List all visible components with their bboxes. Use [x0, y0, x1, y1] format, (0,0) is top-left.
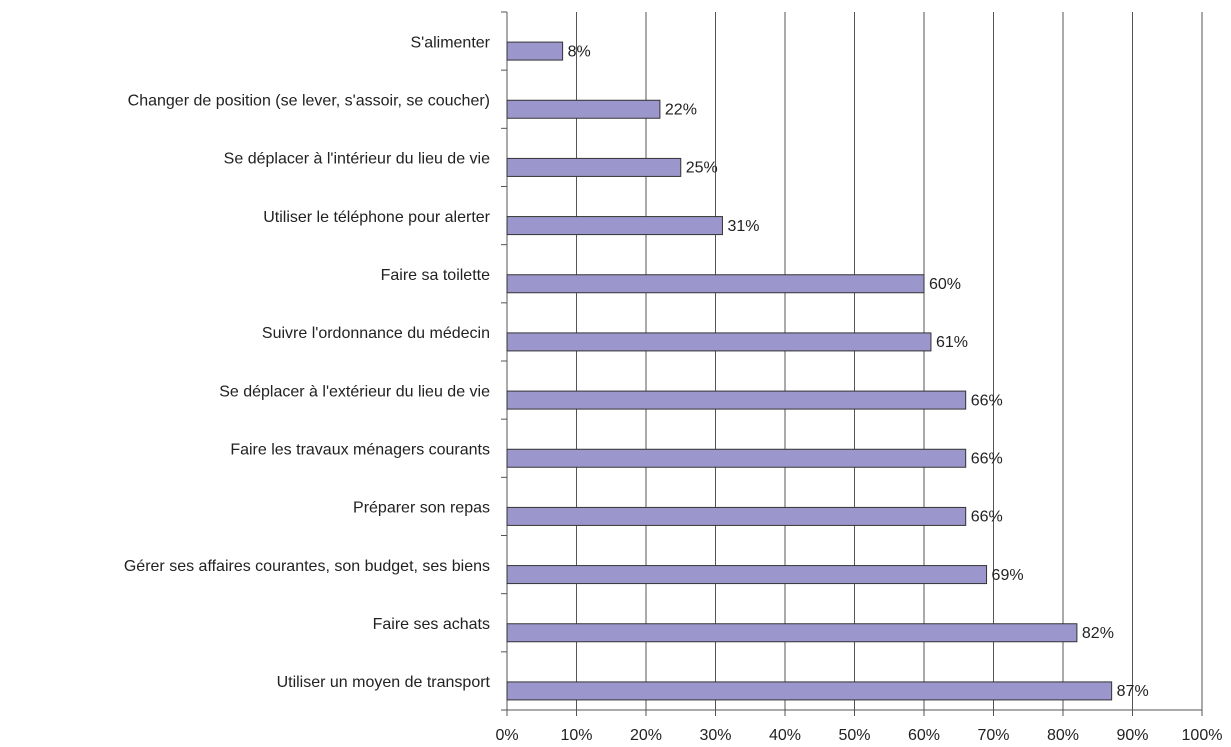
bar — [506, 216, 723, 236]
y-tick-label: Se déplacer à l'extérieur du lieu de vie — [219, 383, 490, 400]
bar — [506, 390, 967, 410]
value-label: 66% — [971, 450, 1003, 467]
y-tick-label: S'alimenter — [410, 34, 490, 51]
x-tick-label: 30% — [699, 727, 731, 744]
x-tick-label: 70% — [977, 727, 1009, 744]
bar — [506, 157, 682, 177]
x-tick-label: 90% — [1116, 727, 1148, 744]
y-tick-label: Changer de position (se lever, s'assoir,… — [128, 92, 490, 109]
y-tick-label: Utiliser le téléphone pour alerter — [263, 209, 490, 226]
bar — [506, 41, 564, 61]
y-tick-label: Faire ses achats — [373, 616, 490, 633]
y-tick-label: Suivre l'ordonnance du médecin — [262, 325, 490, 342]
value-label: 82% — [1082, 625, 1114, 642]
value-label: 31% — [727, 218, 759, 235]
bar — [506, 448, 967, 468]
x-tick-label: 10% — [560, 727, 592, 744]
bar — [506, 506, 967, 526]
value-label: 87% — [1117, 683, 1149, 700]
y-tick-label: Faire les travaux ménagers courants — [230, 441, 490, 458]
value-label: 66% — [971, 509, 1003, 526]
bar — [506, 99, 661, 119]
x-tick-label: 80% — [1047, 727, 1079, 744]
value-label: 8% — [568, 43, 591, 60]
x-tick-label: 50% — [838, 727, 870, 744]
bar — [506, 332, 932, 352]
bar — [506, 623, 1078, 643]
value-label: 61% — [936, 334, 968, 351]
value-label: 66% — [971, 392, 1003, 409]
x-tick-label: 40% — [769, 727, 801, 744]
y-tick-label: Préparer son repas — [353, 500, 490, 517]
x-tick-label: 100% — [1182, 727, 1223, 744]
value-label: 25% — [686, 160, 718, 177]
y-tick-label: Faire sa toilette — [381, 267, 490, 284]
x-tick-label: 60% — [908, 727, 940, 744]
bar — [506, 565, 988, 585]
x-tick-label: 0% — [495, 727, 518, 744]
bar — [506, 681, 1113, 701]
y-tick-label: Utiliser un moyen de transport — [277, 674, 491, 691]
x-tick-label: 20% — [630, 727, 662, 744]
bar — [506, 274, 925, 294]
value-label: 60% — [929, 276, 961, 293]
y-tick-label: Se déplacer à l'intérieur du lieu de vie — [224, 151, 490, 168]
value-label: 22% — [665, 101, 697, 118]
value-label: 69% — [992, 567, 1024, 584]
y-tick-label: Gérer ses affaires courantes, son budget… — [124, 558, 490, 575]
